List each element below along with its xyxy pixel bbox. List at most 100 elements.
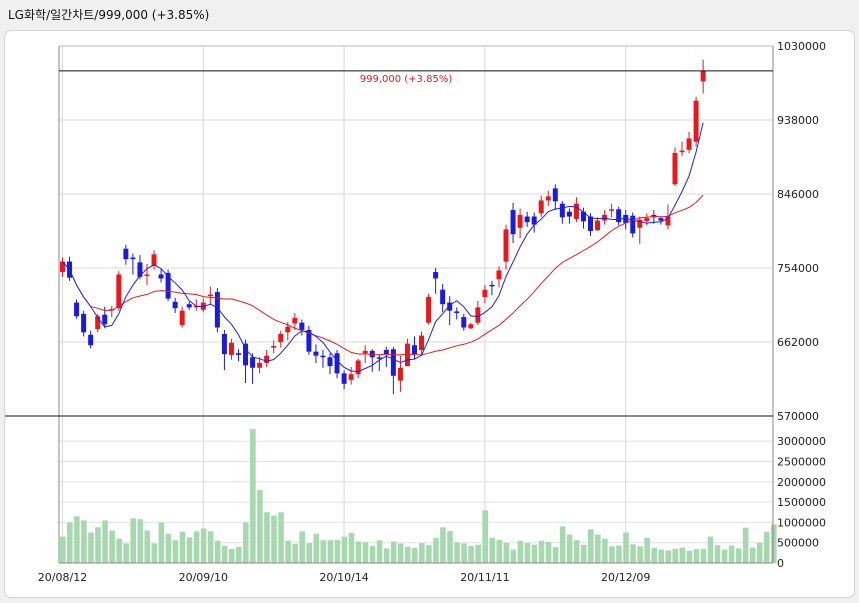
candle-body [257, 362, 263, 368]
candle-body [447, 302, 453, 311]
candle-body [278, 333, 284, 342]
ma5-line [62, 122, 704, 373]
ma20-line [62, 194, 704, 356]
volume-bar [130, 518, 136, 563]
candle-body [693, 100, 699, 142]
candle-body [588, 216, 593, 231]
volume-bar [482, 510, 488, 563]
volume-bar [355, 541, 362, 563]
volume-bar [81, 520, 87, 563]
volume-bar [404, 546, 411, 563]
volume-bar [334, 539, 341, 563]
volume-bar [95, 527, 101, 563]
volume-bar [426, 545, 432, 563]
volume-bar [299, 531, 305, 563]
volume-bar [580, 544, 587, 563]
candle-body [482, 289, 488, 297]
candle-body [292, 317, 298, 324]
volume-bar [186, 537, 193, 563]
volume-bar [243, 522, 249, 563]
candle-body [616, 209, 622, 223]
candle-body [433, 272, 439, 279]
volume-bar [158, 522, 165, 563]
volume-bar [320, 540, 327, 563]
candle-body [419, 335, 425, 351]
volume-bar [74, 516, 80, 563]
x-tick-label: 20/08/12 [38, 571, 87, 584]
candle-body [369, 350, 375, 358]
candle-body [454, 311, 460, 314]
candle-body [172, 301, 178, 309]
volume-bar [383, 548, 390, 563]
current-price-label: 999,000 (+3.85%) [360, 74, 453, 85]
price-volume-chart[interactable]: 1030000 938000 846000 754000 662000 570000 300… [5, 31, 854, 597]
chart-period: 일간차트 [50, 8, 95, 22]
volume-bar [728, 545, 735, 563]
candle-body [313, 351, 319, 356]
volume-bar [327, 540, 334, 563]
volume-bar [376, 540, 383, 563]
candle-body [81, 313, 87, 333]
y-tick-label: 1030000 [777, 40, 826, 53]
volume-bar [102, 520, 108, 563]
volume-bar [658, 549, 664, 563]
candle-body [348, 374, 354, 380]
candle-body [271, 346, 277, 348]
volume-tick-label: 3000000 [777, 435, 826, 448]
candlesticks [60, 59, 706, 395]
volume-bar [419, 543, 425, 563]
volume-bar [109, 530, 115, 563]
candle-body [524, 216, 530, 223]
candle-body [559, 203, 565, 218]
volume-bar [348, 532, 355, 563]
candle-body [228, 342, 234, 355]
volume-bar [616, 545, 622, 563]
volume-bar [566, 534, 573, 563]
candle-body [383, 350, 389, 355]
volume-bar [116, 538, 122, 563]
volume-bar [200, 528, 207, 563]
volume-bar [144, 530, 151, 563]
volume-bar [433, 537, 439, 563]
volume-tick-label: 0 [777, 557, 784, 570]
candle-body [320, 355, 326, 358]
candle-body [158, 274, 164, 279]
candle-body [179, 310, 185, 326]
candle-body [672, 152, 678, 185]
volume-bar [285, 540, 291, 563]
volume-bar [278, 512, 284, 563]
candle-body [250, 357, 256, 368]
candle-body [475, 307, 481, 323]
candle-body [327, 357, 333, 367]
candle-body [412, 345, 417, 355]
candle-body [510, 210, 516, 235]
y-tick-label: 938000 [777, 114, 819, 127]
candle-body [602, 214, 608, 221]
title-sep: / [94, 8, 99, 22]
candle-body [243, 343, 249, 366]
y-tick-label: 570000 [777, 410, 819, 423]
chart-panel: 1030000 938000 846000 754000 662000 570000 300… [4, 30, 855, 598]
volume-bar [67, 522, 73, 563]
volume-bar [517, 540, 524, 563]
volume-tick-label: 500000 [777, 537, 819, 550]
volume-bar [151, 543, 158, 563]
volume-bar [721, 549, 728, 563]
volume-bar [651, 547, 657, 563]
candle-body [630, 215, 636, 234]
candle-body [531, 216, 537, 225]
grid-lines [59, 46, 773, 564]
candle-body [341, 373, 347, 384]
candle-body [426, 296, 432, 323]
candle-body [299, 322, 305, 330]
volume-bar [545, 541, 552, 563]
candle-body [658, 218, 664, 221]
candle-body [102, 314, 108, 325]
volume-bar [735, 548, 742, 563]
volume-bar [250, 429, 256, 563]
chart-title: LG화학/일간차트/999,000 (+3.85%) [8, 6, 209, 23]
x-tick-label: 20/10/14 [319, 571, 368, 584]
volume-bar [742, 527, 749, 563]
candle-body [609, 209, 615, 211]
candle-body [116, 274, 122, 309]
